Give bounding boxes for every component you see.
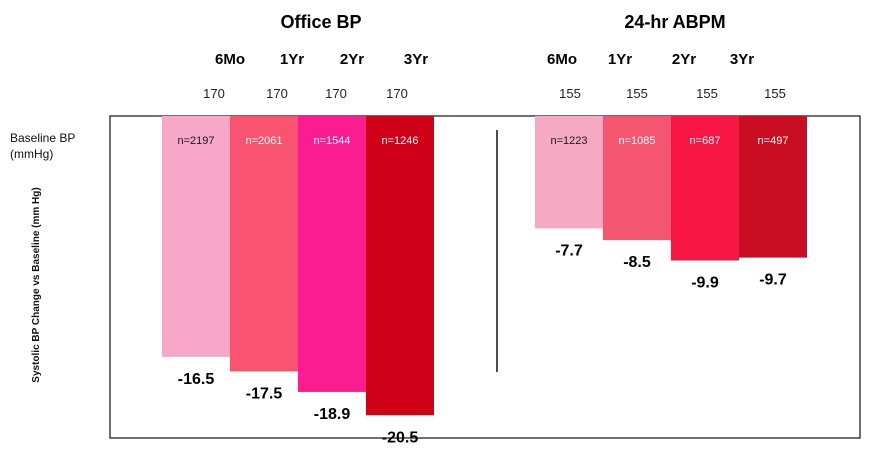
data-label: -20.5: [382, 429, 419, 446]
baseline-bp-value: 155: [626, 86, 648, 101]
plot-frame: [109, 115, 861, 439]
bar: [230, 116, 298, 372]
period-label: 2Yr: [672, 51, 696, 68]
bar: [162, 116, 230, 357]
baseline-bp-value: 170: [325, 86, 347, 101]
y-axis-title: Systolic BP Change vs Baseline (mm Hg): [31, 187, 42, 382]
bar: [671, 116, 739, 261]
data-label: -8.5: [623, 254, 651, 271]
panel-title: Office BP: [280, 12, 361, 32]
bar: [739, 116, 807, 258]
chart-marks: Office BP 6Mo 170 n=2197 -16.5 1Yr 170 n=2061 -1…: [162, 12, 807, 446]
baseline-row-label-line2: (mmHg): [10, 147, 53, 161]
data-label: -17.5: [246, 386, 283, 403]
period-label: 1Yr: [280, 51, 304, 68]
bar: [366, 116, 434, 416]
sample-size-label: n=2197: [177, 135, 214, 147]
period-label: 2Yr: [340, 51, 364, 68]
baseline-bp-value: 170: [386, 86, 408, 101]
period-label: 6Mo: [215, 51, 245, 68]
data-label: -16.5: [178, 371, 215, 388]
period-label: 1Yr: [608, 51, 632, 68]
data-label: -18.9: [314, 406, 351, 423]
period-label: 3Yr: [730, 51, 754, 68]
sample-size-label: n=1085: [618, 135, 655, 147]
sample-size-label: n=2061: [245, 135, 282, 147]
sample-size-label: n=1223: [550, 135, 587, 147]
sample-size-label: n=1544: [313, 135, 350, 147]
sample-size-label: n=497: [758, 135, 789, 147]
bar: [603, 116, 671, 241]
baseline-bp-value: 155: [696, 86, 718, 101]
data-label: -9.9: [691, 275, 719, 292]
bar: [298, 116, 366, 392]
panel-title: 24-hr ABPM: [624, 12, 725, 32]
sample-size-label: n=687: [690, 135, 721, 147]
data-label: -9.7: [759, 272, 787, 289]
baseline-bp-value: 170: [203, 86, 225, 101]
sample-size-label: n=1246: [381, 135, 418, 147]
period-label: 6Mo: [547, 51, 577, 68]
baseline-bp-value: 170: [266, 86, 288, 101]
data-label: -7.7: [555, 242, 583, 259]
baseline-bp-value: 155: [764, 86, 786, 101]
baseline-bp-value: 155: [559, 86, 581, 101]
baseline-row-label-line1: Baseline BP: [10, 131, 75, 145]
period-label: 3Yr: [404, 51, 428, 68]
bar: [535, 116, 603, 229]
